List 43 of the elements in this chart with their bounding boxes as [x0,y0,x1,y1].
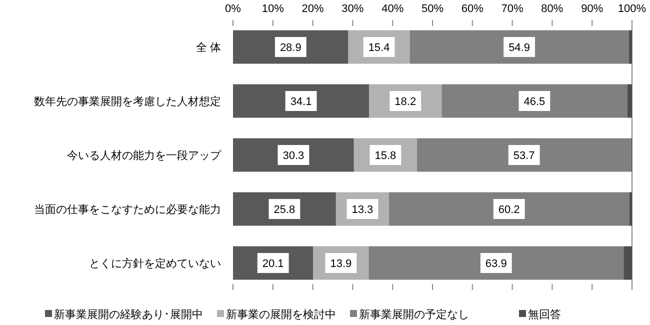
y-tick-label: 全 体 [196,42,221,54]
bar [410,30,629,64]
x-tick-label: 100% [618,3,646,15]
x-tick-label: 20% [302,3,324,15]
y-tick-label: 当面の仕事をこなすために必要な能力 [34,203,221,216]
bar [627,84,632,118]
x-tick-label: 60% [461,3,484,15]
data-label: 34.1 [290,96,312,108]
data-label: 25.8 [274,204,296,216]
data-label: 30.3 [282,150,304,162]
data-label: 15.8 [374,150,396,162]
bar [368,246,624,280]
bar [629,192,632,226]
legend-label: 新事業の展開を検討中 [226,308,336,321]
data-label: 46.5 [524,96,546,108]
legend-label: 新事業展開の予定なし [359,308,469,321]
legend-label: 無回答 [528,309,561,321]
x-tick-label: 50% [421,3,444,15]
x-tick-label: 30% [342,3,364,15]
data-label: 20.1 [262,258,284,270]
x-tick-label: 10% [262,3,284,15]
data-label: 15.4 [368,42,390,54]
bar [389,192,630,226]
x-tick-label: 90% [581,3,604,15]
bar [442,84,628,118]
x-tick-label: 70% [501,3,524,15]
bar [624,246,632,280]
x-tick-label: 0% [225,3,242,15]
y-tick-label: 今いる人材の能力を一段アップ [67,149,222,162]
data-label: 13.9 [330,258,352,270]
data-label: 60.2 [498,204,520,216]
legend-label: 新事業展開の経験あり･展開中 [54,308,203,321]
x-tick-label: 40% [382,3,404,15]
x-tick-label: 80% [541,3,564,15]
data-label: 53.7 [513,150,535,162]
data-label: 63.9 [485,258,507,270]
data-label: 18.2 [394,96,416,108]
data-label: 54.9 [508,42,530,54]
data-label: 13.3 [352,204,374,216]
data-label: 28.9 [280,42,302,54]
bar [628,30,632,64]
y-tick-label: 数年先の事業展開を考慮した人材想定 [34,95,221,108]
y-tick-label: とくに方針を定めていない [89,257,221,270]
